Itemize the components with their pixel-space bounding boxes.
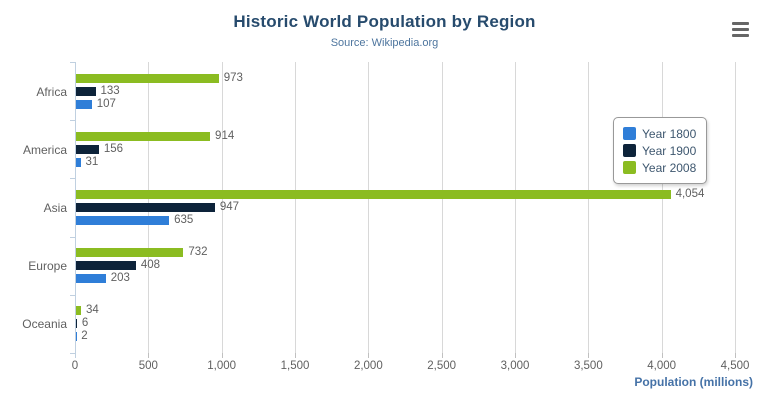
category-axis-tick: [70, 120, 75, 122]
gridline: [588, 62, 590, 353]
x-axis-tick: [515, 353, 516, 358]
bar-value-label: 635: [174, 214, 194, 226]
bar-value-label: 34: [85, 304, 99, 317]
bar-value-label: 156: [103, 142, 124, 155]
bar-value-label: 408: [140, 259, 161, 272]
bar-value-label: 203: [110, 272, 130, 285]
category-axis-tick: [70, 236, 75, 238]
bar-year-1900[interactable]: [76, 203, 215, 212]
x-axis-tick-label: 500: [138, 360, 158, 372]
gridline: [221, 62, 223, 353]
bar-value-label: 4,054: [675, 188, 705, 200]
category-label: Europe: [28, 259, 67, 274]
x-axis-tick-label: 3,500: [573, 360, 603, 372]
hamburger-bar: [732, 22, 749, 25]
category-label: America: [22, 142, 67, 157]
x-axis-tick-label: 2,500: [427, 360, 457, 372]
x-axis-tick: [588, 353, 590, 358]
x-axis-tick: [148, 353, 150, 358]
gridline: [661, 62, 663, 353]
bar-value-label: 2: [81, 330, 88, 343]
category-axis-tick: [70, 178, 75, 180]
bar-value-label: 947: [219, 201, 240, 213]
bar-year-1900[interactable]: [76, 144, 99, 154]
bar-value-label: 31: [85, 155, 99, 168]
x-axis-tick-label: 2,000: [353, 360, 383, 372]
legend: Year 1800 Year 1900 Year 2008: [613, 117, 708, 184]
bar-year-2008[interactable]: [76, 73, 219, 83]
hamburger-menu-icon[interactable]: [731, 21, 750, 38]
gridline: [295, 62, 296, 353]
bar-value-label: 914: [215, 129, 235, 142]
bar-year-1800[interactable]: [76, 274, 106, 284]
gridline: [515, 62, 516, 353]
x-axis-tick-label: 0: [71, 360, 79, 372]
x-axis-tick: [221, 353, 223, 358]
bar-year-1800[interactable]: [76, 157, 81, 167]
bar-year-1900[interactable]: [76, 319, 77, 329]
x-axis-tick: [295, 353, 296, 358]
gridline: [368, 62, 370, 353]
legend-label: Year 1800: [642, 126, 697, 141]
x-axis-tick-label: 3,000: [500, 360, 530, 372]
category-axis-line: [75, 62, 76, 358]
bar-year-1900[interactable]: [76, 261, 136, 271]
x-axis-tick-label: 4,000: [647, 360, 677, 372]
x-axis-tick: [368, 353, 370, 358]
x-axis-tick-label: 1,500: [280, 360, 310, 372]
legend-label: Year 1900: [642, 143, 697, 158]
category-axis-tick: [70, 294, 75, 296]
bar-year-2008[interactable]: [76, 190, 671, 199]
chart-subtitle: Source: Wikipedia.org: [330, 37, 439, 49]
category-axis-tick: [70, 62, 75, 63]
chart-title: Historic World Population by Region: [233, 12, 536, 31]
bar-year-2008[interactable]: [76, 306, 81, 316]
category-label: Oceania: [22, 317, 67, 332]
bar-year-2008[interactable]: [76, 131, 211, 141]
bar-value-label: 107: [96, 97, 116, 110]
category-axis-tick: [70, 353, 75, 354]
x-axis-tick-label: 1,000: [207, 360, 237, 372]
legend-swatch-icon: [623, 144, 636, 157]
legend-label: Year 2008: [642, 160, 697, 175]
bar-year-1900[interactable]: [76, 86, 96, 96]
category-label: Asia: [43, 201, 67, 215]
bar-value-label: 133: [100, 84, 120, 97]
bar-year-2008[interactable]: [76, 248, 184, 258]
hamburger-bar: [732, 28, 749, 31]
gridline: [735, 62, 736, 353]
x-axis-tick: [661, 353, 663, 358]
bar-year-1800[interactable]: [76, 99, 92, 109]
gridline: [441, 62, 443, 353]
x-axis-tick-label: 4,500: [720, 360, 750, 372]
x-axis-tick: [735, 353, 736, 358]
bar-value-label: 732: [188, 246, 208, 259]
legend-item-year-1900[interactable]: Year 1900: [623, 142, 696, 159]
hamburger-bar: [732, 34, 749, 37]
x-axis-tick: [441, 353, 443, 358]
bar-year-1800[interactable]: [76, 216, 170, 225]
bar-value-label: 6: [81, 317, 89, 330]
legend-swatch-icon: [623, 161, 636, 174]
category-label: Africa: [36, 84, 67, 99]
legend-item-year-2008[interactable]: Year 2008: [623, 159, 696, 176]
legend-item-year-1800[interactable]: Year 1800: [623, 125, 696, 142]
x-axis-title: Population (millions): [634, 375, 753, 389]
bar-value-label: 973: [223, 71, 243, 84]
legend-swatch-icon: [623, 127, 636, 140]
